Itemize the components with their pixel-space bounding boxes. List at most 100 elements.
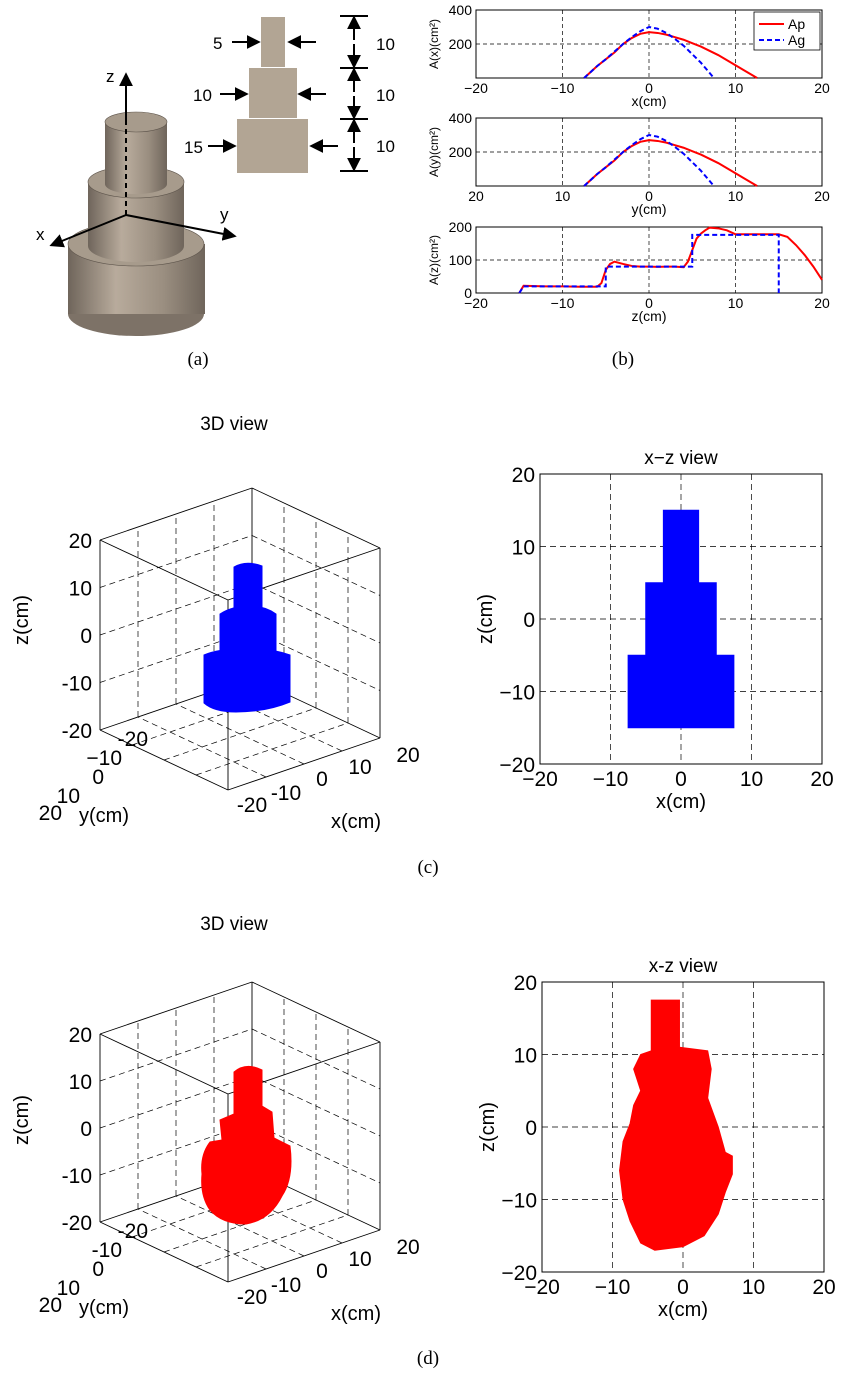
y-axis-label: y(cm)	[79, 805, 129, 827]
y-axis-label: A(y)(cm²)	[427, 127, 441, 177]
height-label-middle: 10	[376, 86, 395, 105]
x-tick-label: 0	[645, 188, 653, 204]
y-tick-label: 200	[449, 144, 473, 160]
y-tick-label: 400	[449, 110, 473, 126]
height-label-top: 10	[376, 35, 395, 54]
z-tick-label: 0	[80, 625, 92, 648]
axes-3d	[49, 72, 237, 248]
x-tick-label: −10	[551, 295, 575, 311]
x-tick-label: −10	[551, 80, 575, 96]
chart-title: x−z view	[644, 448, 718, 469]
xz-chart-4: x−z view −20 −10 0 10 20 −20 −10 0 10 20 x(cm) z(cm)	[475, 448, 834, 813]
cube-edge	[99, 729, 229, 791]
chart-title: 3D view	[200, 914, 268, 935]
x-tick-label: 20	[814, 295, 830, 311]
cube-edge	[99, 487, 253, 541]
x-tick-label: -20	[237, 794, 267, 817]
shape-tier-0	[627, 654, 735, 729]
diameter-label-15: 15	[184, 138, 203, 157]
panel-c-xz-view: x−z view −20 −10 0 10 20 −20 −10 0 10 20 x(cm) z(cm)	[475, 448, 834, 813]
inset-height-markers	[340, 15, 368, 172]
cube-edge	[227, 1229, 381, 1283]
z-tick-label: 0	[80, 1118, 92, 1141]
y-tick-label: −10	[499, 682, 535, 705]
floor-grid	[163, 1199, 317, 1253]
y-axis-label: A(z)(cm²)	[427, 235, 441, 285]
diameter-label-5: 5	[213, 34, 222, 53]
legend-entry-Ap: Ap	[788, 16, 805, 32]
x-tick-label: 20	[812, 1276, 835, 1299]
x-tick-label: 20	[396, 1236, 419, 1259]
y-tick-label: 20	[512, 464, 535, 487]
plot-frame	[475, 117, 823, 187]
z-tick-label: -10	[62, 1165, 92, 1188]
line-chart-1: 20 10 0 10 20 200 400 y(cm) A(y)(cm²)	[427, 110, 830, 217]
voxel-body-2	[233, 562, 263, 618]
inset-diameter-arrows	[208, 35, 338, 153]
x-axis-label: x(cm)	[632, 93, 667, 109]
y-axis-label: z(cm)	[475, 594, 497, 644]
voxel-body-0	[201, 1066, 292, 1225]
wall-grid	[251, 1075, 381, 1137]
x-axis-label: x(cm)	[656, 791, 706, 813]
legend-entry-Ag: Ag	[788, 32, 805, 48]
chart-title: x-z view	[649, 956, 718, 977]
y-tick-label: −10	[501, 1190, 537, 1213]
y-tick-label: 400	[449, 2, 473, 18]
y-tick-label: 20	[39, 1294, 62, 1317]
cube-edge	[99, 1033, 229, 1095]
y-tick-label: 10	[57, 785, 80, 808]
plot-frame	[475, 9, 823, 79]
z-tick-label: -10	[62, 673, 92, 696]
floor-grid	[163, 707, 317, 761]
xz-chart-6: x-z view −20 −10 0 10 20 −20 −10 0 10 20 x(cm) z(cm)	[477, 956, 836, 1321]
shape-tier-1	[645, 582, 717, 656]
cube-edge	[99, 981, 253, 1035]
wall-grid	[251, 535, 381, 596]
y-tick-label: 100	[449, 252, 473, 268]
inset-profile	[237, 17, 308, 173]
y-tick-label: 0	[523, 609, 535, 632]
x-tick-label: 10	[555, 188, 571, 204]
y-tick-label: 10	[514, 1045, 537, 1068]
x-tick-label: 0	[645, 80, 653, 96]
x-tick-label: 0	[675, 768, 687, 791]
series-line-Ag	[583, 133, 715, 187]
series-line-Ap	[518, 226, 823, 294]
axis-label-x: x	[36, 225, 45, 244]
subfig-label-d: (d)	[416, 1348, 440, 1369]
y-tick-label: 0	[92, 766, 104, 789]
z-axis-label: z(cm)	[11, 595, 33, 645]
y-axis-label: z(cm)	[477, 1102, 499, 1152]
y-tick-label: 200	[449, 219, 473, 235]
x-tick-label: 10	[728, 295, 744, 311]
panel-a-cylinder-diagram: z y x 5 10 15 10 10 10	[36, 15, 395, 336]
floor-grid	[213, 1182, 343, 1244]
wall-grid	[99, 535, 253, 588]
axis-label-y: y	[220, 205, 229, 224]
legend-box	[753, 11, 821, 51]
y-tick-label: -20	[118, 728, 148, 751]
z-tick-label: 10	[69, 1071, 92, 1094]
shape-tier-2	[662, 509, 700, 584]
cube-edge	[251, 981, 381, 1043]
y-tick-label: 200	[449, 36, 473, 52]
wall-grid	[251, 582, 381, 644]
z-tick-label: -20	[62, 720, 92, 743]
y-tick-label: -20	[118, 1220, 148, 1243]
plot-frame	[475, 226, 823, 294]
x-tick-label: −20	[464, 80, 488, 96]
x-tick-label: 0	[645, 295, 653, 311]
x-tick-label: 10	[742, 1276, 765, 1299]
x-tick-label: 20	[810, 768, 833, 791]
y-tick-label: −20	[499, 754, 535, 777]
x-axis-label: y(cm)	[632, 201, 667, 217]
x-tick-label: 10	[740, 768, 763, 791]
plot-frame	[541, 981, 825, 1273]
y-tick-label: 10	[512, 537, 535, 560]
x-tick-label: -10	[271, 782, 301, 805]
y-tick-label: -10	[92, 1239, 122, 1262]
x-tick-label: -10	[271, 1274, 301, 1297]
